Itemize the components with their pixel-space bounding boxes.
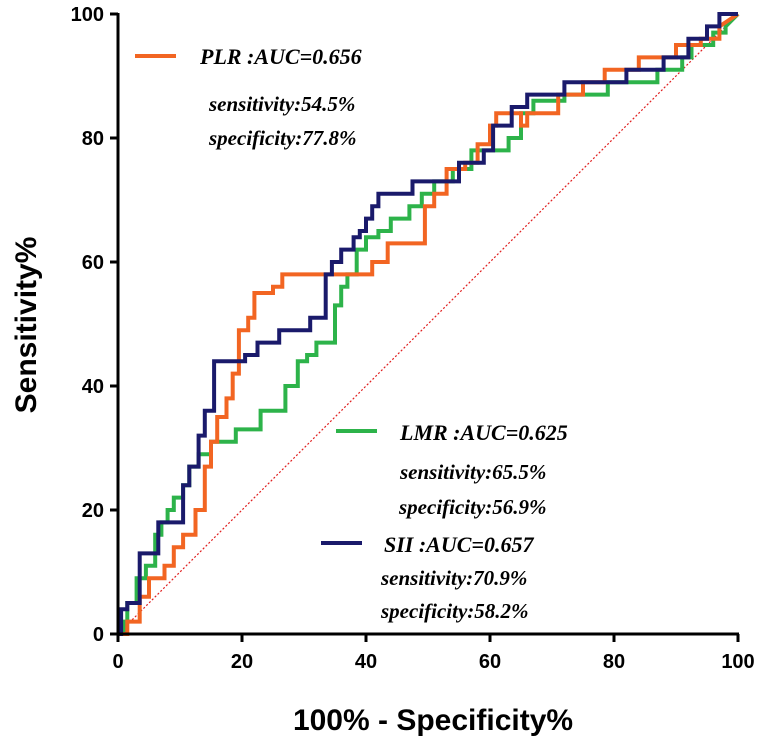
lmr-roc-curve	[118, 12, 740, 636]
plr-roc-curve	[118, 12, 740, 636]
axes-layer	[116, 13, 739, 636]
y-ticks: 0 20 40 60 80 100	[71, 4, 118, 646]
legend-plr-sensitivity: sensitivity:54.5%	[208, 92, 355, 116]
x-ticks: 0 20 40 60 80 100	[112, 634, 755, 673]
legend-plr-title: PLR :AUC=0.656	[199, 44, 362, 69]
x-tick-label: 60	[479, 651, 501, 673]
y-tick-label: 0	[93, 624, 104, 646]
y-tick-label: 20	[82, 500, 104, 522]
roc-curves-layer	[118, 12, 740, 636]
legend-plr-specificity: specificity:77.8%	[208, 126, 357, 150]
legend-sii: SII :AUC=0.657 sensitivity:70.9% specifi…	[321, 532, 534, 623]
y-axis-title: Sensitivity%	[10, 237, 43, 414]
y-tick-label: 60	[82, 252, 104, 274]
x-tick-label: 20	[231, 651, 253, 673]
legend-sii-sensitivity: sensitivity:70.9%	[380, 566, 527, 590]
y-tick-label: 100	[71, 4, 104, 26]
x-tick-label: 100	[721, 651, 754, 673]
legend-lmr: LMR :AUC=0.625 sensitivity:65.5% specifi…	[336, 420, 568, 519]
y-tick-label: 80	[82, 128, 104, 150]
legend-lmr-title: LMR :AUC=0.625	[399, 420, 568, 445]
legend-sii-specificity: specificity:58.2%	[380, 599, 529, 623]
x-tick-label: 80	[603, 651, 625, 673]
x-tick-label: 0	[112, 651, 123, 673]
x-axis-title: 100% - Specificity%	[293, 704, 573, 737]
legend-lmr-specificity: specificity:56.9%	[398, 495, 547, 519]
x-tick-label: 40	[355, 651, 377, 673]
legend-plr: PLR :AUC=0.656 sensitivity:54.5% specifi…	[135, 44, 362, 150]
legend-sii-title: SII :AUC=0.657	[384, 532, 534, 557]
sii-roc-curve	[118, 12, 738, 636]
legend-lmr-sensitivity: sensitivity:65.5%	[399, 460, 546, 484]
y-tick-label: 40	[82, 376, 104, 398]
